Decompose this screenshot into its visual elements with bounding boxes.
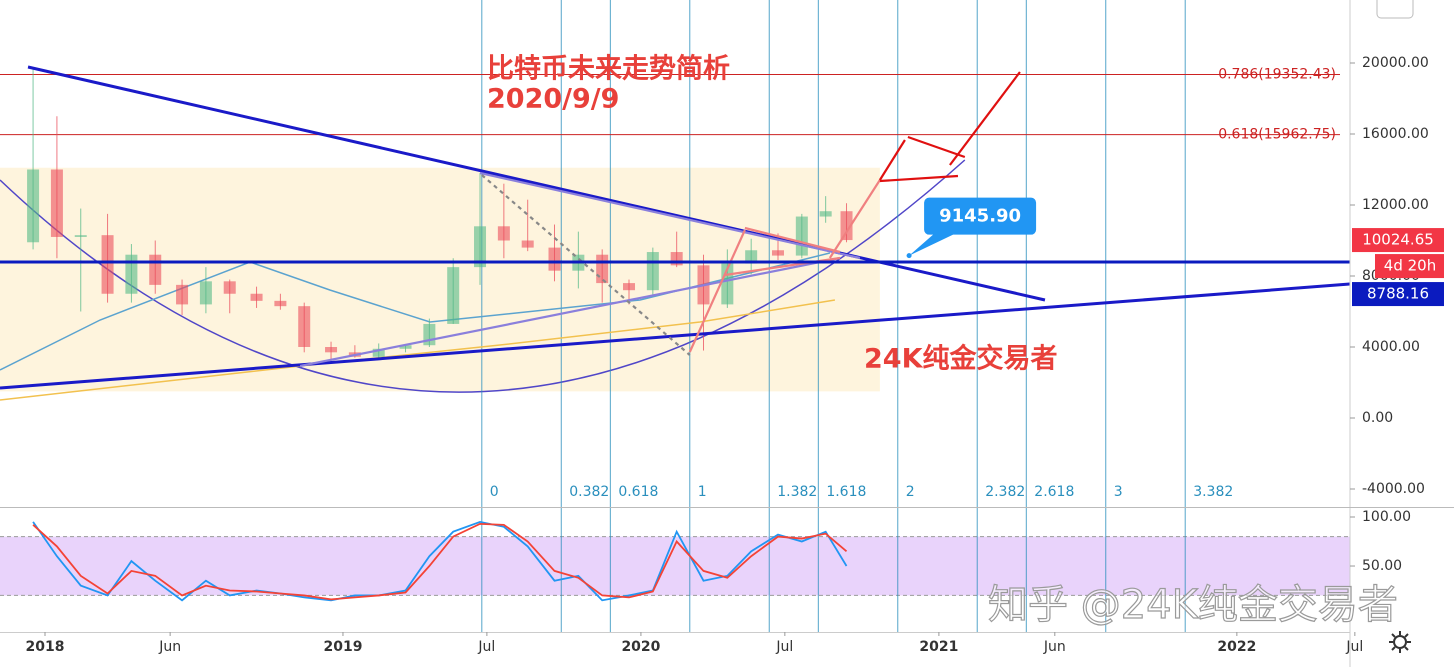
- candle-body: [646, 252, 659, 291]
- chart-subtitle: 2020/9/9: [487, 84, 619, 115]
- x-tick-label: 2020: [621, 639, 660, 655]
- candle-body: [497, 226, 510, 241]
- candle-body: [447, 267, 460, 324]
- chart-title: 比特币未来走势简析: [487, 53, 730, 85]
- x-tick-label: 2022: [1217, 639, 1256, 655]
- trend-line: [479, 171, 861, 260]
- x-tick-label: 2021: [919, 639, 958, 655]
- candle-body: [399, 345, 412, 349]
- candle-body: [199, 281, 212, 305]
- callout-box: [909, 197, 1037, 256]
- trend-line: [744, 226, 841, 254]
- candle-body: [819, 211, 832, 217]
- x-tick-label: Jun: [1043, 639, 1066, 655]
- countdown-box: [1375, 254, 1444, 279]
- fib-time-label: 1.618: [826, 484, 866, 500]
- candle-body: [101, 235, 114, 294]
- candle-body: [149, 254, 162, 285]
- trend-line: [481, 174, 691, 356]
- candle-body: [745, 250, 758, 264]
- fib-time-label: 2: [906, 484, 915, 500]
- candle-body: [474, 226, 487, 268]
- candle-body: [795, 216, 808, 256]
- fib-time-label: 3: [1114, 484, 1123, 500]
- last-price-label: 10024.65: [1362, 231, 1434, 249]
- oscillator-line: [32, 520, 848, 602]
- candle-body: [840, 211, 853, 241]
- fib-level-label: 0.618(15962.75): [1218, 127, 1336, 143]
- settings-icon[interactable]: [1389, 631, 1411, 653]
- x-tick-label: Jul: [775, 639, 793, 655]
- annotation: 24K纯金交易者: [864, 343, 1058, 375]
- y-tick-label: 0.00: [1362, 410, 1393, 426]
- y-tick-label: -4000.00: [1362, 481, 1425, 497]
- fib-time-label: 0.382: [569, 484, 609, 500]
- callout-point: [906, 253, 912, 259]
- trend-line: [299, 256, 841, 368]
- y-tick-label: 4000.00: [1362, 339, 1420, 355]
- candle-body: [50, 169, 63, 237]
- fib-time-label: 2.618: [1034, 484, 1074, 500]
- oscillator-line: [32, 522, 848, 601]
- trend-line: [878, 139, 906, 181]
- y-tick-label: 16000.00: [1362, 126, 1429, 142]
- x-tick-label: Jul: [477, 639, 495, 655]
- trend-line: [907, 135, 966, 159]
- candle-body: [125, 254, 138, 294]
- candle-body: [596, 254, 609, 284]
- y-tick-label: 12000.00: [1362, 197, 1429, 213]
- candle-body: [548, 247, 561, 271]
- trend-line: [949, 71, 1021, 166]
- candle-body: [372, 348, 385, 357]
- candle-body: [623, 283, 636, 291]
- price-line-label: 8788.16: [1367, 285, 1429, 303]
- countdown-label: 4d 20h: [1384, 257, 1436, 275]
- moving-average: [0, 252, 831, 371]
- menu-button[interactable]: [1376, 0, 1414, 19]
- fib-time-label: 3.382: [1193, 484, 1233, 500]
- fib-time-label: 0: [490, 484, 499, 500]
- y-tick-label: 100.00: [1362, 509, 1411, 525]
- candle-body: [771, 250, 784, 256]
- y-tick-label: 50.00: [1362, 558, 1402, 574]
- candle-body: [521, 240, 534, 248]
- fib-time-label: 1: [698, 484, 707, 500]
- candle-body: [274, 300, 287, 307]
- x-tick-label: 2018: [26, 639, 65, 655]
- candle-body: [74, 235, 87, 237]
- moving-average: [0, 299, 836, 401]
- callout-label: 9145.90: [939, 206, 1021, 227]
- trend-line: [688, 229, 746, 353]
- trend-line: [0, 282, 1350, 390]
- oscillator-pane: [0, 508, 1350, 632]
- candle-body: [176, 284, 189, 305]
- price-line-box: [1352, 282, 1444, 307]
- fib-time-label: 0.618: [618, 484, 658, 500]
- candle-body: [250, 293, 263, 301]
- trend-line: [879, 174, 959, 183]
- x-tick-label: Jun: [158, 639, 181, 655]
- trend-line: [828, 179, 881, 259]
- x-tick-label: Jul: [1345, 639, 1363, 655]
- watermark: 知乎 @24K纯金交易者: [988, 582, 1398, 628]
- labels: 0 0.382 0.618 1 1.382 1.618 2 2.382 2.618 3 3.382 0…: [26, 55, 1444, 655]
- y-tick-label: 20000.00: [1362, 55, 1429, 71]
- fib-time-label: 2.382: [985, 484, 1025, 500]
- candle-body: [223, 281, 236, 294]
- candle-body: [27, 169, 40, 243]
- price-pane: [0, 0, 1350, 507]
- last-price-box: [1352, 228, 1444, 253]
- candle-body: [298, 306, 311, 347]
- fib-time-label: 1.382: [777, 484, 817, 500]
- fib-level-label: 0.786(19352.43): [1218, 66, 1336, 82]
- x-tick-label: 2019: [323, 639, 362, 655]
- candle-body: [325, 346, 338, 353]
